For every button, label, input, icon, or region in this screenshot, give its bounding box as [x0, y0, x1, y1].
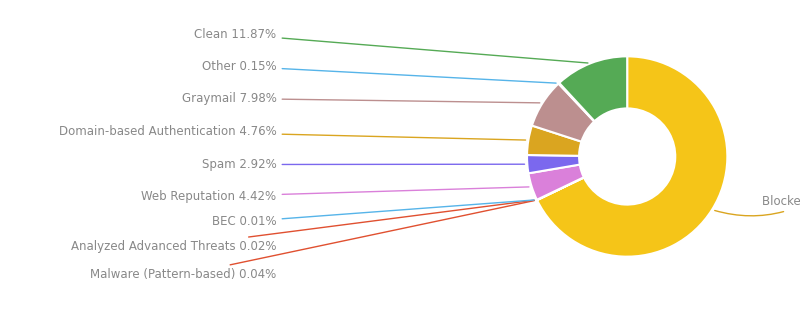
Wedge shape	[537, 177, 584, 200]
Wedge shape	[537, 56, 727, 257]
Text: Blocked 67.81%: Blocked 67.81%	[714, 195, 800, 216]
Wedge shape	[537, 177, 584, 200]
Wedge shape	[529, 165, 584, 200]
Text: Domain-based Authentication 4.76%: Domain-based Authentication 4.76%	[59, 125, 526, 140]
Wedge shape	[558, 83, 594, 121]
Text: Analyzed Advanced Threats 0.02%: Analyzed Advanced Threats 0.02%	[71, 200, 534, 253]
Wedge shape	[527, 155, 580, 173]
Text: Web Reputation 4.42%: Web Reputation 4.42%	[142, 187, 529, 203]
Wedge shape	[527, 126, 582, 156]
Text: Other 0.15%: Other 0.15%	[202, 60, 556, 83]
Wedge shape	[537, 177, 584, 200]
Text: Spam 2.92%: Spam 2.92%	[202, 158, 525, 171]
Text: Malware (Pattern-based) 0.04%: Malware (Pattern-based) 0.04%	[90, 201, 534, 281]
Wedge shape	[532, 84, 594, 142]
Text: Graymail 7.98%: Graymail 7.98%	[182, 92, 540, 105]
Text: Clean 11.87%: Clean 11.87%	[194, 28, 588, 63]
Text: BEC 0.01%: BEC 0.01%	[212, 200, 534, 228]
Wedge shape	[559, 56, 627, 121]
